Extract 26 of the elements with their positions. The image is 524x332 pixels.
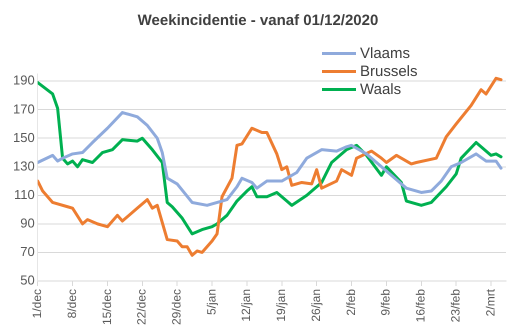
x-tick-label: 2/feb bbox=[344, 288, 358, 316]
y-tick-label: 170 bbox=[12, 101, 35, 116]
y-tick-label: 70 bbox=[20, 244, 35, 259]
y-tick-label: 110 bbox=[14, 186, 35, 202]
x-tick-label: 5/jan bbox=[204, 288, 218, 315]
y-tick-label: 90 bbox=[20, 215, 35, 230]
x-tick-label: 15/dec bbox=[100, 288, 114, 325]
x-tick-label: 2/mrt bbox=[483, 288, 498, 316]
y-tick-label: 190 bbox=[12, 72, 35, 88]
x-tick-label: 19/jan bbox=[274, 288, 288, 322]
x-tick-label: 9/feb bbox=[378, 288, 393, 316]
x-tick-label: 26/jan bbox=[308, 288, 323, 322]
x-tick-label: 1/dec bbox=[30, 288, 44, 318]
x-tick-label: 12/jan bbox=[239, 288, 254, 322]
x-tick-label: 29/dec bbox=[170, 288, 184, 325]
x-tick-label: 22/dec bbox=[134, 288, 149, 325]
y-tick-label: 50 bbox=[20, 272, 35, 288]
legend-label: Brussels bbox=[360, 62, 418, 80]
x-tick-label: 8/dec bbox=[64, 288, 79, 318]
legend-label: Vlaams bbox=[360, 44, 410, 62]
x-tick-label: 16/feb bbox=[414, 288, 428, 322]
legend-label: Waals bbox=[360, 80, 402, 98]
y-tick-label: 130 bbox=[12, 158, 35, 174]
y-tick-label: 150 bbox=[12, 130, 35, 145]
x-tick-label: 23/feb bbox=[448, 288, 462, 322]
chart-title: Weekincidentie - vanaf 01/12/2020 bbox=[138, 12, 378, 30]
